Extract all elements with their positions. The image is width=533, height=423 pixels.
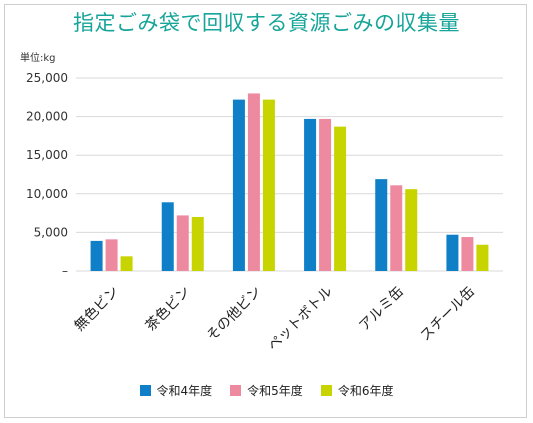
bar bbox=[304, 118, 317, 271]
y-tick-label: 5,000 bbox=[34, 225, 68, 239]
bar bbox=[446, 234, 459, 271]
bar bbox=[319, 118, 332, 271]
legend-label: 令和6年度 bbox=[337, 383, 394, 398]
legend-label: 令和4年度 bbox=[156, 383, 213, 398]
y-tick-label: 10,000 bbox=[26, 187, 68, 201]
y-tick-label: 15,000 bbox=[26, 148, 68, 162]
bar bbox=[375, 179, 388, 271]
y-tick-label: 25,000 bbox=[26, 71, 68, 85]
y-tick-label: – bbox=[62, 264, 68, 278]
legend-item: 令和6年度 bbox=[320, 382, 394, 399]
bar bbox=[176, 215, 189, 271]
y-tick-label: 20,000 bbox=[26, 110, 68, 124]
bar bbox=[334, 126, 347, 271]
bar bbox=[405, 189, 418, 271]
x-tick-label: 茶色ビン bbox=[142, 283, 194, 335]
x-tick-label: スチール缶 bbox=[417, 284, 478, 345]
bar bbox=[476, 244, 489, 271]
legend-item: 令和5年度 bbox=[230, 382, 303, 399]
bar bbox=[262, 99, 275, 271]
bar bbox=[120, 256, 133, 271]
legend-label: 令和5年度 bbox=[247, 383, 303, 398]
x-tick-label: その他ビン bbox=[204, 284, 265, 345]
x-tick-label: ペットボトル bbox=[265, 284, 336, 355]
unit-label: 単位:kg bbox=[20, 53, 56, 64]
bar bbox=[105, 239, 118, 271]
bar bbox=[232, 99, 245, 271]
chart-title: 指定ごみ袋で回収する資源ごみの収集量 bbox=[73, 11, 460, 35]
chart-legend: 令和4年度 令和5年度 令和6年度 bbox=[0, 380, 533, 400]
bar bbox=[247, 93, 260, 271]
bar bbox=[161, 202, 174, 271]
legend-swatch bbox=[139, 384, 151, 396]
legend-swatch bbox=[230, 384, 242, 396]
bar bbox=[191, 216, 204, 271]
x-tick-label: アルミ缶 bbox=[356, 284, 407, 335]
legend-item: 令和4年度 bbox=[139, 382, 213, 399]
bar bbox=[390, 185, 403, 271]
legend-swatch bbox=[320, 384, 332, 396]
bar bbox=[90, 240, 103, 271]
bar bbox=[461, 237, 474, 271]
x-tick-label: 無色ビン bbox=[71, 283, 123, 335]
